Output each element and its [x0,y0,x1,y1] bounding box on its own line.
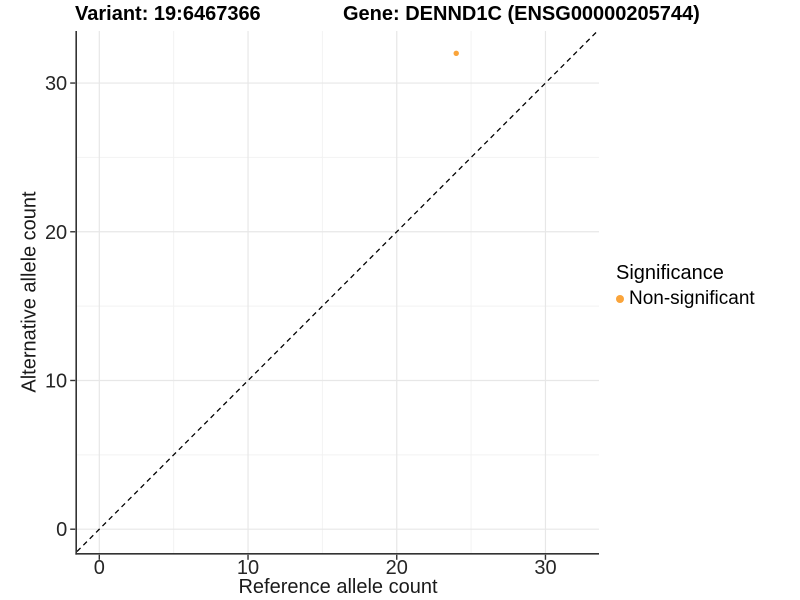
x-tick-label: 20 [386,557,408,579]
legend-item-label: Non-significant [629,288,755,309]
data-point [453,50,459,57]
legend-point-icon [616,295,624,303]
x-axis-title: Reference allele count [238,576,438,598]
legend-item-non-significant: Non-significant [616,288,755,310]
y-tick-label: 20 [45,222,67,244]
x-tick-label: 30 [534,557,556,579]
x-tick-label: 0 [94,557,105,579]
y-tick-label: 30 [45,73,67,95]
legend: Significance Non-significant [616,262,755,310]
y-tick-label: 0 [56,519,67,541]
plot-title-gene: Gene: DENND1C (ENSG00000205744) [343,3,700,25]
x-tick-label: 10 [237,557,259,579]
y-axis-title: Alternative allele count [18,191,41,393]
y-tick-label: 10 [45,370,67,392]
identity-dashed-line [76,30,598,552]
plot-title-variant: Variant: 19:6467366 [75,3,261,25]
legend-title: Significance [616,262,724,284]
